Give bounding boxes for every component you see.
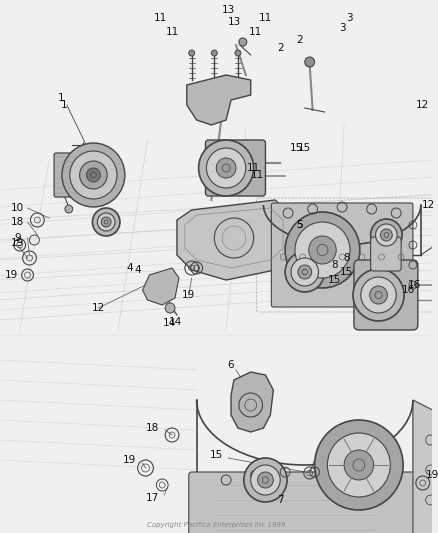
- Circle shape: [369, 286, 386, 304]
- FancyBboxPatch shape: [188, 472, 420, 533]
- Circle shape: [380, 229, 392, 241]
- Text: 7: 7: [276, 495, 283, 505]
- Text: 19: 19: [182, 290, 195, 300]
- Circle shape: [211, 50, 217, 56]
- Text: 19: 19: [123, 455, 136, 465]
- Text: 2: 2: [296, 35, 303, 45]
- Text: Copyright Pacifica Enterprises Inc 1999: Copyright Pacifica Enterprises Inc 1999: [147, 522, 285, 528]
- Text: 8: 8: [342, 253, 349, 263]
- Text: 11: 11: [258, 13, 272, 23]
- Polygon shape: [142, 268, 179, 305]
- Text: 16: 16: [407, 280, 420, 290]
- Circle shape: [290, 258, 318, 286]
- Text: 17: 17: [145, 493, 159, 503]
- Text: 11: 11: [153, 13, 166, 23]
- FancyBboxPatch shape: [353, 260, 417, 330]
- Text: 5: 5: [296, 220, 303, 230]
- Circle shape: [308, 236, 336, 264]
- Text: 2: 2: [276, 43, 283, 53]
- Text: 4: 4: [134, 265, 141, 275]
- Text: 12: 12: [421, 200, 434, 210]
- Text: 3: 3: [338, 23, 345, 33]
- Text: 18: 18: [11, 217, 24, 227]
- Text: 3: 3: [345, 13, 352, 23]
- Circle shape: [238, 38, 246, 46]
- Circle shape: [62, 143, 124, 207]
- Text: 4: 4: [126, 263, 133, 273]
- Circle shape: [304, 57, 314, 67]
- Text: 18: 18: [145, 423, 159, 433]
- Polygon shape: [412, 400, 438, 533]
- Circle shape: [294, 222, 349, 278]
- Text: 6: 6: [227, 360, 234, 370]
- Text: 5: 5: [296, 220, 303, 230]
- Polygon shape: [187, 75, 250, 125]
- Circle shape: [360, 277, 396, 313]
- FancyBboxPatch shape: [271, 203, 412, 307]
- Text: 13: 13: [221, 5, 234, 15]
- Text: 14: 14: [168, 317, 181, 327]
- Text: 12: 12: [92, 303, 105, 313]
- Text: 15: 15: [209, 450, 223, 460]
- Circle shape: [374, 224, 396, 246]
- Circle shape: [165, 303, 175, 313]
- Text: 11: 11: [165, 27, 178, 37]
- Text: 15: 15: [297, 143, 311, 153]
- Text: 19: 19: [11, 238, 24, 248]
- Text: 15: 15: [339, 267, 352, 277]
- Circle shape: [70, 151, 117, 199]
- Circle shape: [188, 50, 194, 56]
- Circle shape: [297, 265, 311, 279]
- Text: 14: 14: [162, 318, 175, 328]
- Text: 12: 12: [415, 100, 428, 110]
- Circle shape: [101, 217, 111, 227]
- Circle shape: [86, 168, 100, 182]
- Circle shape: [234, 50, 240, 56]
- Text: 1: 1: [57, 93, 64, 103]
- Text: 15: 15: [327, 275, 340, 285]
- Circle shape: [352, 269, 403, 321]
- Text: 13: 13: [227, 17, 240, 27]
- Circle shape: [327, 433, 389, 497]
- Polygon shape: [230, 372, 273, 432]
- Circle shape: [97, 213, 115, 231]
- Circle shape: [370, 219, 401, 251]
- Circle shape: [314, 420, 402, 510]
- Text: 1: 1: [60, 100, 67, 110]
- Circle shape: [343, 450, 373, 480]
- Text: 9: 9: [14, 233, 21, 243]
- Circle shape: [92, 208, 120, 236]
- Text: 19: 19: [5, 270, 18, 280]
- Circle shape: [284, 212, 359, 288]
- Circle shape: [216, 158, 235, 178]
- Polygon shape: [177, 200, 290, 280]
- Circle shape: [198, 140, 253, 196]
- Text: 11: 11: [251, 170, 264, 180]
- Text: 16: 16: [400, 285, 413, 295]
- Text: 8: 8: [330, 260, 337, 270]
- Circle shape: [206, 148, 245, 188]
- Text: 10: 10: [11, 203, 24, 213]
- FancyBboxPatch shape: [370, 237, 400, 271]
- Text: 19: 19: [425, 470, 438, 480]
- Circle shape: [65, 205, 73, 213]
- Circle shape: [79, 161, 107, 189]
- Circle shape: [250, 465, 279, 495]
- Text: 11: 11: [248, 27, 261, 37]
- FancyBboxPatch shape: [54, 153, 87, 197]
- FancyBboxPatch shape: [205, 140, 265, 196]
- Circle shape: [243, 458, 286, 502]
- Text: 15: 15: [290, 143, 303, 153]
- Text: 11: 11: [247, 163, 260, 173]
- Circle shape: [284, 252, 324, 292]
- Circle shape: [257, 472, 273, 488]
